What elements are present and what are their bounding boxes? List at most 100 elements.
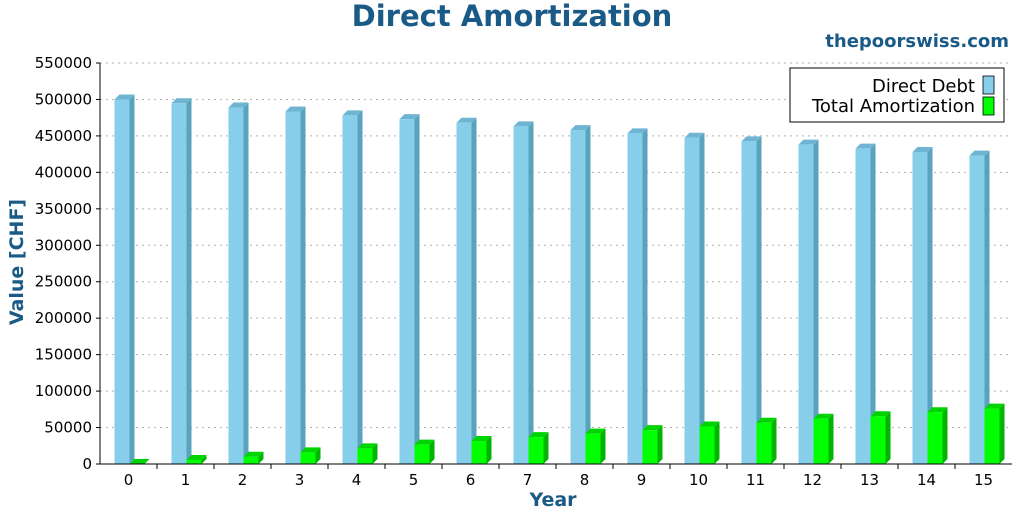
bar-side (429, 439, 435, 464)
bar-side (699, 132, 705, 464)
bar-total-amortization (129, 459, 150, 464)
y-tick-label: 200000 (35, 309, 92, 327)
bar-top (642, 425, 663, 431)
bar-top (927, 407, 948, 413)
bar-front (513, 126, 529, 464)
x-tick-label: 0 (124, 471, 134, 489)
bar-side (414, 114, 420, 464)
bar-side (258, 451, 264, 464)
bar-top (171, 98, 192, 104)
legend-swatch-direct-debt (982, 75, 995, 95)
x-axis-label: Year (528, 489, 577, 511)
bar-top (798, 139, 819, 145)
bar-front (927, 412, 943, 464)
bar-front (912, 151, 928, 464)
bar-side (201, 454, 207, 464)
legend-label-direct-debt: Direct Debt (872, 76, 975, 97)
bar-front (855, 148, 871, 464)
bar-top (300, 447, 321, 453)
legend-swatch-total-amortization (982, 96, 995, 116)
bar-side (585, 125, 591, 465)
bar-side (999, 403, 1005, 464)
bar-total-amortization (927, 407, 948, 464)
bar-top (912, 146, 933, 152)
x-tick-label: 15 (974, 471, 993, 489)
bar-top (984, 403, 1005, 409)
bar-total-amortization (414, 439, 435, 464)
bar-direct-debt (855, 143, 876, 464)
bar-side (315, 447, 321, 464)
bar-side (657, 425, 663, 464)
bar-top (855, 143, 876, 149)
bar-side (129, 94, 135, 465)
bar-top (357, 443, 378, 449)
x-tick-label: 5 (409, 471, 419, 489)
bar-side (828, 413, 834, 464)
bar-side (771, 417, 777, 464)
tick-labels: 0500001000001500002000002500003000003500… (35, 54, 993, 489)
bar-front (627, 133, 643, 464)
bar-front (528, 437, 544, 464)
bar-top (684, 132, 705, 138)
bar-total-amortization (243, 451, 264, 464)
x-tick-label: 13 (860, 471, 879, 489)
bar-total-amortization (471, 436, 492, 464)
bar-direct-debt (798, 139, 819, 464)
bar-side (942, 407, 948, 464)
bar-total-amortization (870, 411, 891, 464)
bar-front (798, 144, 814, 464)
bar-front (186, 459, 202, 464)
bar-side (756, 136, 762, 465)
x-tick-label: 6 (466, 471, 476, 489)
axes (96, 62, 1012, 469)
bar-side (870, 143, 876, 464)
bar-total-amortization (642, 425, 663, 464)
x-tick-label: 12 (803, 471, 822, 489)
bar-side (813, 139, 819, 464)
bar-front (456, 122, 472, 464)
y-axis-label: Value [CHF] (6, 199, 28, 325)
bar-direct-debt (912, 146, 933, 464)
bar-side (642, 128, 648, 464)
bar-total-amortization (528, 432, 549, 464)
bar-front (756, 422, 772, 464)
bar-front (699, 426, 715, 464)
bar-top (114, 94, 135, 100)
bar-top (813, 413, 834, 419)
bar-top (129, 459, 150, 464)
bar-front (342, 115, 358, 464)
y-tick-label: 350000 (35, 200, 92, 218)
bar-side (357, 110, 363, 464)
y-tick-label: 0 (82, 455, 92, 473)
bar-front (228, 107, 244, 464)
bar-top (585, 428, 606, 434)
bar-front (984, 408, 1000, 464)
chart-title: Direct Amortization (352, 0, 673, 33)
y-tick-label: 450000 (35, 127, 92, 145)
x-tick-label: 2 (238, 471, 248, 489)
bar-top (513, 121, 534, 127)
bar-side (372, 443, 378, 464)
bar-top (570, 125, 591, 131)
bar-top (342, 110, 363, 116)
bar-front (969, 155, 985, 464)
x-tick-label: 10 (689, 471, 708, 489)
bar-top (528, 432, 549, 438)
bar-side (486, 436, 492, 464)
bar-total-amortization (300, 447, 321, 464)
y-tick-label: 50000 (44, 419, 92, 437)
bar-top (471, 436, 492, 442)
y-tick-label: 150000 (35, 346, 92, 364)
bar-front (570, 130, 586, 465)
bar-side (471, 117, 477, 464)
bar-top (414, 439, 435, 445)
bar-total-amortization (984, 403, 1005, 464)
bar-side (714, 421, 720, 464)
bar-side (600, 428, 606, 464)
bar-front (300, 452, 316, 464)
grid-lines (100, 62, 1012, 429)
bar-side (927, 146, 933, 464)
bar-front (585, 433, 601, 464)
bar-total-amortization (699, 421, 720, 464)
